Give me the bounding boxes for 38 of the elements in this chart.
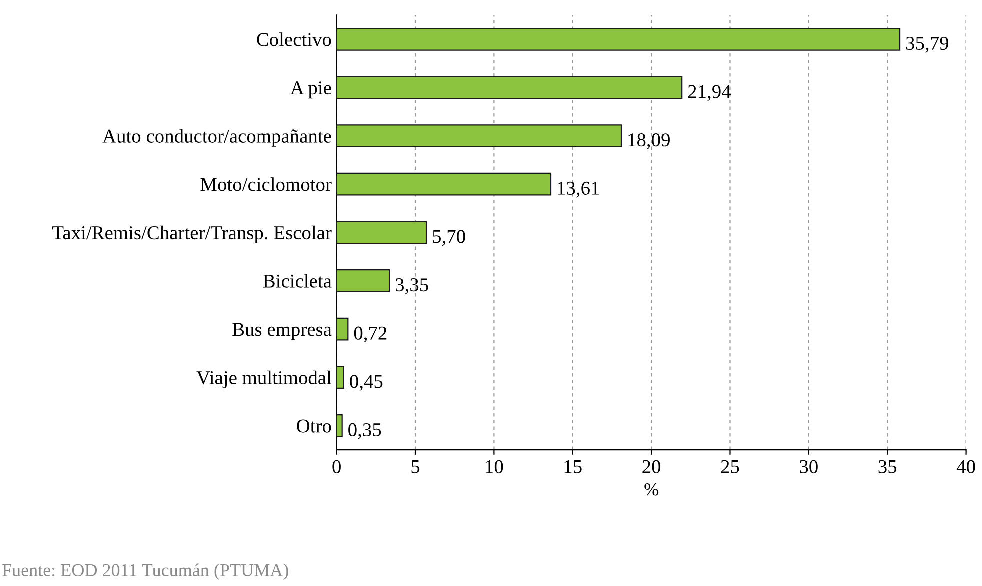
data-label: 0,72	[354, 326, 387, 343]
data-label: 0,35	[348, 423, 382, 440]
y-tick-label: Auto conductor/acompañante	[102, 129, 332, 147]
bar	[336, 124, 622, 148]
data-label: 13,61	[558, 182, 600, 198]
x-tick-label: 5	[412, 460, 420, 474]
x-axis-title: %	[644, 483, 658, 496]
data-label: 5,70	[433, 230, 466, 246]
x-tick-label: 20	[642, 460, 661, 474]
y-tick-label: Moto/ciclomotor	[200, 178, 332, 192]
bar	[336, 76, 683, 100]
y-tick-label: Otro	[297, 420, 332, 433]
y-tick-label: Colectivo	[257, 32, 332, 46]
bar	[336, 366, 344, 390]
bar	[336, 28, 901, 51]
x-tick-label: 35	[878, 460, 897, 474]
y-tick-label: Bicicleta	[263, 274, 332, 288]
data-label: 35,79	[906, 36, 948, 53]
x-tick-label: 40	[956, 460, 976, 474]
source-note: Fuente: EOD 2011 Tucumán (PTUMA)	[2, 564, 288, 580]
y-tick-label: A pie	[290, 82, 332, 99]
x-tick-label: 25	[721, 460, 740, 474]
bar	[336, 414, 343, 438]
data-label: 18,09	[628, 134, 670, 150]
x-tick-label: 10	[486, 460, 504, 474]
data-label: 3,35	[396, 278, 428, 294]
x-tick-label: 30	[800, 460, 818, 474]
bar	[336, 318, 349, 341]
bar	[336, 270, 390, 292]
y-tick-label: Viaje multimodal	[196, 370, 332, 388]
data-label: 0,45	[350, 375, 383, 392]
x-tick-label: 0	[332, 460, 341, 474]
bar	[336, 221, 428, 244]
y-tick-label: Taxi/Remis/Charter/Transp. Escolar	[52, 226, 332, 244]
y-tick-label: Bus empresa	[232, 323, 332, 340]
bar	[336, 172, 552, 196]
x-tick-label: 15	[564, 460, 582, 474]
data-label: 21,94	[688, 85, 732, 102]
